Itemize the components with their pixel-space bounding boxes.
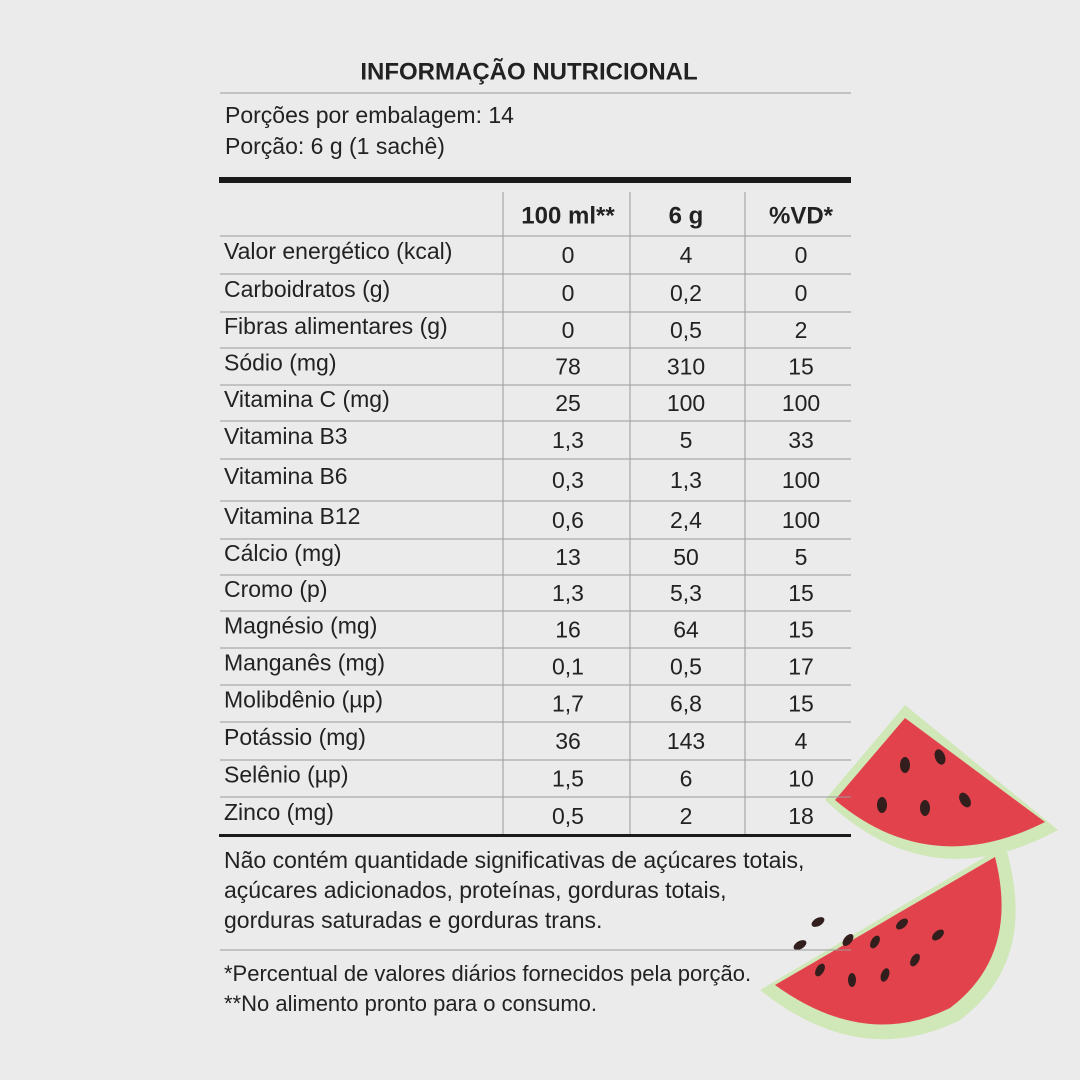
cell-value: 0,3: [552, 467, 584, 493]
cell-value: 1,3: [552, 580, 584, 606]
cell-value: 6,8: [670, 691, 702, 717]
cell-value: 15: [788, 354, 814, 380]
cell-value: 100: [782, 507, 820, 533]
cell-value: 1,3: [670, 467, 702, 493]
thick-rule: [219, 834, 851, 837]
statement-line: Não contém quantidade significativas de …: [224, 847, 804, 873]
statement-line: açúcares adicionados, proteínas, gordura…: [224, 877, 726, 903]
nutrient-name: Magnésio (mg): [224, 613, 377, 639]
cell-value: 5: [795, 544, 808, 570]
table: 100 ml** 6 g %VD* Valor energético (kcal) 0 4…: [219, 192, 851, 837]
nutrient-name: Manganês (mg): [224, 650, 385, 676]
cell-value: 0,5: [552, 803, 584, 829]
cell-value: 36: [555, 728, 581, 754]
cell-value: 15: [788, 580, 814, 606]
cell-value: 143: [667, 728, 705, 754]
nutrient-name: Molibdênio (µp): [224, 687, 383, 713]
note: **No alimento pronto para o consumo.: [224, 991, 597, 1016]
cell-value: 15: [788, 617, 814, 643]
nutrient-name: Vitamina B3: [224, 423, 348, 449]
nutrient-name: Cromo (p): [224, 576, 328, 602]
cell-value: 2: [795, 317, 808, 343]
cell-value: 15: [788, 691, 814, 717]
cell-value: 13: [555, 544, 581, 570]
cell-value: 0,1: [552, 654, 584, 680]
cell-value: 50: [673, 544, 699, 570]
nutrient-name: Vitamina B6: [224, 463, 348, 489]
note: *Percentual de valores diários fornecido…: [224, 961, 751, 986]
nutrient-name: Carboidratos (g): [224, 276, 390, 302]
thick-rule: [219, 177, 851, 183]
nutrient-name: Potássio (mg): [224, 724, 366, 750]
column-header: %VD*: [769, 202, 834, 229]
cell-value: 78: [555, 354, 581, 380]
cell-value: 16: [555, 617, 581, 643]
cell-value: 4: [795, 728, 808, 754]
nutrient-name: Valor energético (kcal): [224, 238, 452, 264]
servings-line: Porções por embalagem: 14: [225, 102, 514, 128]
cell-value: 310: [667, 354, 705, 380]
column-header: 6 g: [669, 202, 704, 229]
title: INFORMAÇÃO NUTRICIONAL: [360, 57, 697, 85]
cell-value: 2: [680, 803, 693, 829]
cell-value: 0: [795, 242, 808, 268]
cell-value: 17: [788, 654, 814, 680]
cell-value: 4: [680, 242, 693, 268]
cell-value: 100: [782, 390, 820, 416]
cell-value: 2,4: [670, 507, 702, 533]
nutrient-name: Vitamina B12: [224, 503, 360, 529]
cell-value: 0: [562, 280, 575, 306]
cell-value: 0: [562, 317, 575, 343]
cell-value: 25: [555, 390, 581, 416]
cell-value: 0: [562, 242, 575, 268]
cell-value: 6: [680, 766, 693, 792]
cell-value: 100: [667, 390, 705, 416]
nutrient-name: Sódio (mg): [224, 350, 336, 376]
nutrient-name: Vitamina C (mg): [224, 386, 390, 412]
cell-value: 64: [673, 617, 699, 643]
cell-value: 0: [795, 280, 808, 306]
cell-value: 5,3: [670, 580, 702, 606]
cell-value: 10: [788, 766, 814, 792]
cell-value: 1,3: [552, 427, 584, 453]
nutrient-name: Fibras alimentares (g): [224, 313, 448, 339]
cell-value: 33: [788, 427, 814, 453]
column-header: 100 ml**: [521, 202, 615, 229]
cell-value: 1,7: [552, 691, 584, 717]
cell-value: 0,6: [552, 507, 584, 533]
cell-value: 18: [788, 803, 814, 829]
statement-line: gorduras saturadas e gorduras trans.: [224, 907, 602, 933]
cell-value: 100: [782, 467, 820, 493]
nutrient-name: Zinco (mg): [224, 799, 334, 825]
servings-line: Porção: 6 g (1 sachê): [225, 133, 445, 159]
cell-value: 1,5: [552, 766, 584, 792]
watermelon-decoration: [760, 705, 1058, 1040]
cell-value: 0,5: [670, 317, 702, 343]
cell-value: 0,2: [670, 280, 702, 306]
nutrient-name: Cálcio (mg): [224, 540, 342, 566]
cell-value: 0,5: [670, 654, 702, 680]
cell-value: 5: [680, 427, 693, 453]
nutrient-name: Selênio (µp): [224, 762, 348, 788]
